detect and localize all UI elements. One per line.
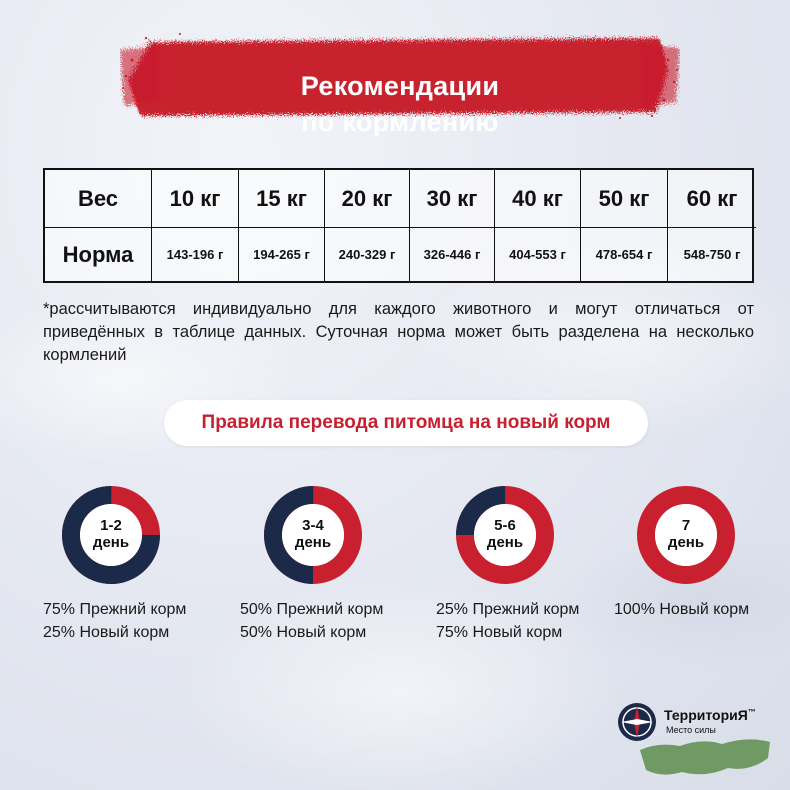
table-header-label: Вес xyxy=(45,170,152,228)
day-number: 7 xyxy=(681,517,691,534)
donut-hole xyxy=(474,504,536,566)
caption-old: 50% Прежний корм xyxy=(240,601,384,618)
weight-cell: 30 кг xyxy=(410,170,495,228)
caption-old: 75% Прежний корм xyxy=(43,601,187,618)
weight-cell: 15 кг xyxy=(239,170,325,228)
russia-map-icon xyxy=(640,739,770,775)
donut-chart xyxy=(264,486,362,584)
step-donut-2: 3-4 день xyxy=(260,482,366,588)
weight-cell: 50 кг xyxy=(581,170,668,228)
donut-old-segment xyxy=(62,486,160,584)
caption-old: 100% Новый корм xyxy=(614,601,750,618)
weight-cell: 20 кг xyxy=(325,170,410,228)
norm-cell: 404-553 г xyxy=(495,228,581,281)
step-donut-4: 7 день xyxy=(633,482,739,588)
step-caption-3: 25% Прежний корм 75% Новый корм xyxy=(436,598,579,644)
title-banner: Рекомендации по кормлению xyxy=(120,30,680,137)
day-label: 5-6 день xyxy=(452,517,558,551)
day-number: 3-4 xyxy=(302,517,324,534)
day-number: 1-2 xyxy=(100,517,122,534)
weight-cell: 10 кг xyxy=(152,170,239,228)
title-line-2: по кормлению xyxy=(301,107,499,137)
norm-cell: 240-329 г xyxy=(325,228,410,281)
donut-hole xyxy=(655,504,717,566)
step-donut-3: 5-6 день xyxy=(452,482,558,588)
day-label: 7 день xyxy=(633,517,739,551)
step-caption-1: 75% Прежний корм 25% Новый корм xyxy=(43,598,186,644)
logo-slogan: Место силы xyxy=(666,725,716,735)
norm-cell: 143-196 г xyxy=(152,228,239,281)
logo-name: ТерриториЯ™ xyxy=(664,707,756,723)
rules-heading: Правила перевода питомца на новый корм xyxy=(164,400,648,446)
compass-icon xyxy=(618,703,656,741)
donut-chart xyxy=(62,486,160,584)
logo-wordmark: ТерриториЯ xyxy=(664,707,748,723)
brush-stroke-shape xyxy=(120,33,680,119)
day-word: день xyxy=(486,534,524,551)
norm-cell: 194-265 г xyxy=(239,228,325,281)
donut-old-segment xyxy=(456,486,554,584)
trademark-mark: ™ xyxy=(747,707,756,717)
norm-cell: 326-446 г xyxy=(410,228,495,281)
footnote: *рассчитываются индивидуально для каждог… xyxy=(43,300,754,364)
caption-new: 25% Новый корм xyxy=(43,624,170,641)
logo-graphic xyxy=(618,703,770,775)
caption-old: 25% Прежний корм xyxy=(436,601,580,618)
brand-logo: ТерриториЯ™ Место силы xyxy=(610,698,780,783)
day-word: день xyxy=(294,534,332,551)
title-line-1: Рекомендации xyxy=(300,71,500,101)
step-donut-1: 1-2 день xyxy=(58,482,164,588)
norm-cell: 478-654 г xyxy=(581,228,668,281)
caption-new: 50% Новый корм xyxy=(240,624,367,641)
step-caption-4: 100% Новый корм xyxy=(614,598,749,621)
day-word: день xyxy=(92,534,130,551)
day-label: 1-2 день xyxy=(58,517,164,551)
table-row-label: Норма xyxy=(45,228,152,281)
step-caption-2: 50% Прежний корм 50% Новый корм xyxy=(240,598,383,644)
donut-hole xyxy=(80,504,142,566)
donut-old-segment xyxy=(264,486,362,584)
feeding-table: Вес 10 кг 15 кг 20 кг 30 кг 40 кг 50 кг … xyxy=(43,168,756,283)
page-title: Рекомендации по кормлению xyxy=(120,68,680,140)
caption-new: 75% Новый корм xyxy=(436,624,563,641)
day-number: 5-6 xyxy=(494,517,516,534)
weight-cell: 40 кг xyxy=(495,170,581,228)
donut-chart xyxy=(456,486,554,584)
donut-hole xyxy=(282,504,344,566)
donut-chart xyxy=(637,486,735,584)
norm-cell: 548-750 г xyxy=(683,247,741,262)
donut-new-segment xyxy=(637,486,735,584)
weight-cell: 60 кг xyxy=(668,170,756,228)
day-word: день xyxy=(667,534,705,551)
day-label: 3-4 день xyxy=(260,517,366,551)
